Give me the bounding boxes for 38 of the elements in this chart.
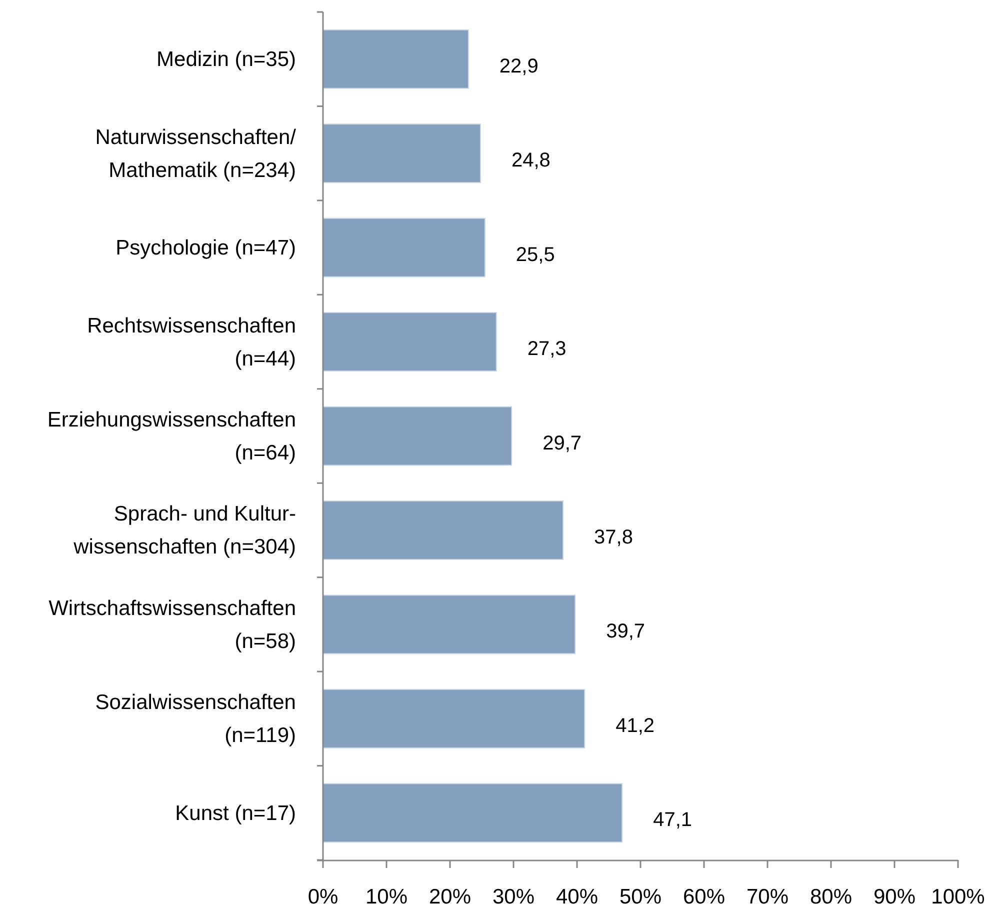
data-label: 22,9 (499, 55, 538, 78)
bar (322, 406, 512, 466)
x-tick-label: 70% (746, 886, 789, 909)
x-tick-label: 100% (931, 886, 985, 909)
y-tick-label: Naturwissenschaften/ Mathematik (n=234) (95, 126, 296, 182)
y-tick-label: Sprach- und Kultur- wissenschaften (n=304) (72, 502, 296, 559)
y-tick-label: Erziehungswissenschaften (n=64) (47, 408, 296, 464)
y-tick-label: Medizin (n=35) (156, 48, 296, 72)
bar (322, 124, 481, 184)
bar (322, 688, 586, 748)
bar (322, 594, 576, 654)
x-tick-label: 40% (556, 886, 598, 909)
bar (322, 29, 469, 89)
data-label: 37,8 (594, 526, 633, 549)
x-tick-label: 30% (492, 886, 535, 909)
y-tick-label: Psychologie (n=47) (116, 236, 296, 260)
x-tick-label: 20% (428, 886, 472, 909)
y-tick-label: Rechtswissenschaften (n=44) (87, 314, 296, 370)
x-tick-label: 0% (308, 886, 338, 909)
data-label: 25,5 (516, 244, 555, 266)
data-label: 24,8 (511, 150, 550, 172)
y-tick-label: Wirtschaftswissenschaften (n=58) (48, 596, 296, 653)
x-tick-label: 10% (365, 886, 408, 909)
x-tick-label: 60% (682, 886, 726, 909)
data-label: 27,3 (527, 338, 566, 360)
data-label: 41,2 (616, 714, 655, 737)
bar (322, 783, 623, 843)
x-tick-label: 80% (810, 886, 852, 909)
y-tick-label: Sozialwissenschaften (n=119) (95, 691, 296, 748)
data-label: 47,1 (653, 809, 692, 832)
x-tick-label: 50% (619, 886, 662, 909)
bar (322, 218, 486, 278)
bar (322, 500, 564, 560)
data-label: 39,7 (606, 620, 646, 643)
y-tick-label: Kunst (n=17) (175, 802, 296, 825)
data-label: 29,7 (542, 432, 582, 454)
bar (322, 312, 497, 372)
x-tick-label: 90% (873, 886, 916, 909)
